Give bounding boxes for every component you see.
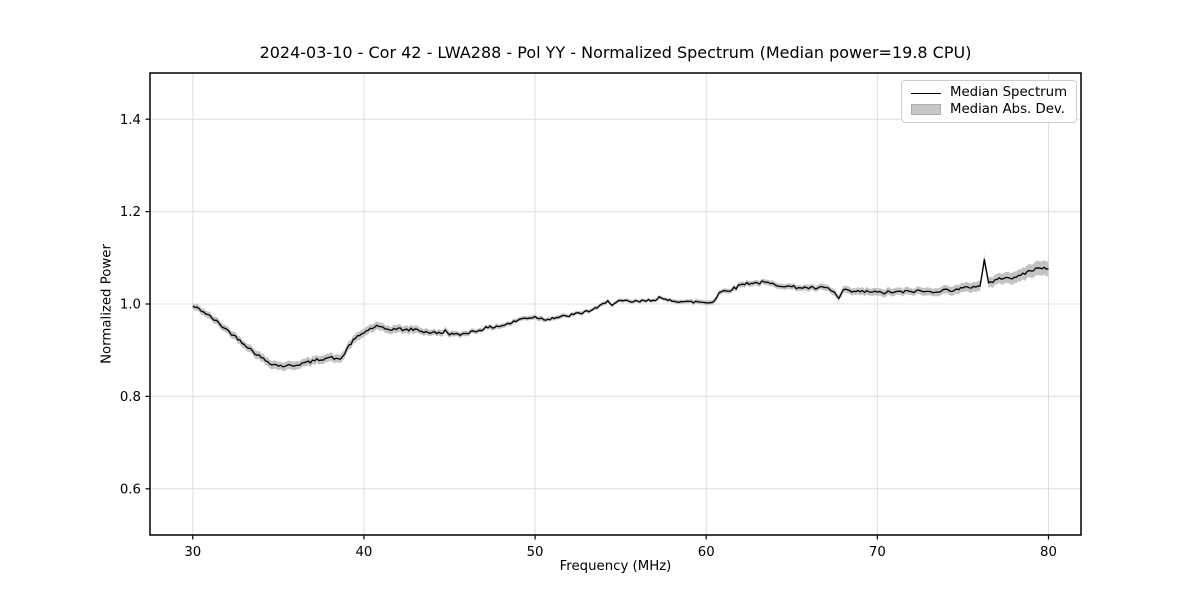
legend-entry-median-spectrum: Median Spectrum — [911, 85, 1068, 102]
y-tick-label: 0.8 — [120, 390, 141, 405]
median-spectrum-line — [192, 258, 1049, 368]
legend-entry-mad-band: Median Abs. Dev. — [911, 102, 1068, 119]
band-sample-icon — [911, 104, 941, 116]
x-tick-label: 70 — [869, 545, 886, 560]
tick-marks — [145, 118, 1050, 540]
line-sample-icon — [911, 92, 941, 94]
chart-title: 2024-03-10 - Cor 42 - LWA288 - Pol YY - … — [259, 43, 972, 62]
legend: Median Spectrum Median Abs. Dev. — [901, 80, 1077, 123]
y-tick-label: 1.2 — [120, 205, 141, 220]
x-tick-label: 50 — [527, 545, 544, 560]
legend-label: Median Abs. Dev. — [950, 101, 1065, 117]
median-spectrum-line-swatch — [911, 92, 941, 94]
x-axis-label: Frequency (MHz) — [559, 559, 672, 574]
y-tick-label: 0.6 — [120, 482, 141, 497]
y-tick-label: 1.4 — [120, 113, 141, 128]
x-tick-label: 40 — [355, 545, 372, 560]
x-tick-label: 60 — [698, 545, 715, 560]
y-tick-label: 1.0 — [120, 298, 141, 313]
mad-band-swatch — [911, 104, 941, 116]
x-tick-label: 30 — [184, 545, 201, 560]
legend-label: Median Spectrum — [950, 85, 1068, 101]
x-tick-label: 80 — [1040, 545, 1057, 560]
